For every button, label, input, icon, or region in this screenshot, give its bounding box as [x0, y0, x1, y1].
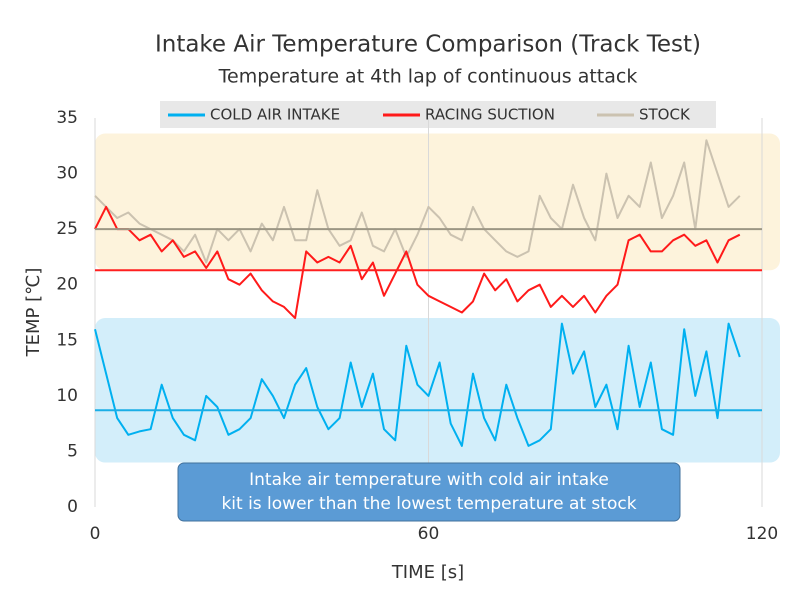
y-tick-label: 15 — [56, 330, 78, 350]
y-tick-label: 20 — [56, 275, 78, 295]
legend-label: RACING SUCTION — [425, 106, 555, 124]
y-axis-label: TEMP [℃] — [23, 268, 44, 358]
x-tick-label: 0 — [90, 524, 101, 544]
y-tick-label: 10 — [56, 386, 78, 406]
chart-title: Intake Air Temperature Comparison (Track… — [155, 32, 701, 58]
annotation-box — [177, 462, 681, 522]
plot-area — [94, 118, 780, 507]
band — [95, 318, 780, 463]
x-tick-label: 120 — [746, 524, 778, 544]
band — [95, 133, 780, 271]
y-tick-label: 0 — [67, 497, 78, 517]
legend-label: COLD AIR INTAKE — [210, 106, 340, 124]
x-axis-label: TIME [s] — [391, 562, 464, 583]
legend-label: STOCK — [639, 106, 691, 124]
series-line — [94, 205, 741, 320]
y-tick-label: 35 — [56, 108, 78, 128]
y-tick-label: 25 — [56, 219, 78, 239]
y-tick-label: 30 — [56, 164, 78, 184]
series-line — [94, 139, 741, 264]
annotation: Intake air temperature with cold air int… — [221, 470, 636, 514]
chart-subtitle: Temperature at 4th lap of continuous att… — [218, 66, 638, 88]
y-tick-label: 5 — [67, 441, 78, 461]
x-tick-label: 60 — [418, 524, 440, 544]
